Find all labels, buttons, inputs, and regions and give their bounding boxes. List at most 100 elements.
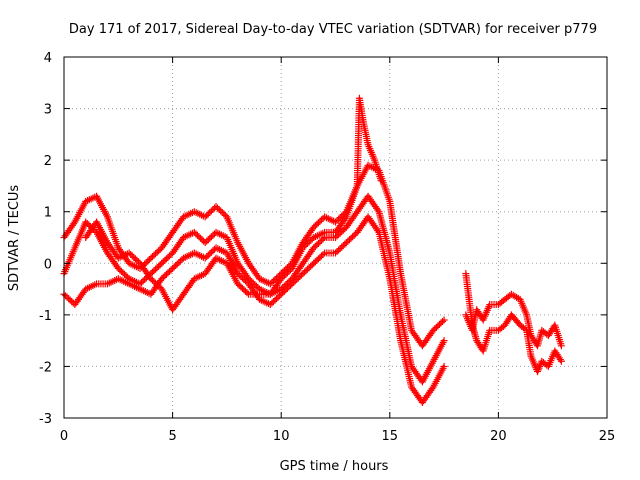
- y-tick-label: -1: [39, 309, 52, 324]
- data-point: [288, 280, 296, 288]
- data-point: [234, 280, 242, 288]
- data-point: [161, 256, 169, 264]
- data-point: [83, 220, 91, 228]
- data-point: [336, 214, 344, 222]
- data-point: [238, 274, 246, 282]
- data-point: [318, 236, 326, 244]
- data-point: [206, 208, 214, 216]
- data-point: [172, 261, 180, 269]
- data-point: [164, 253, 172, 261]
- data-point: [269, 298, 277, 306]
- data-point: [536, 362, 544, 370]
- y-tick-label: 3: [44, 103, 52, 118]
- data-point: [66, 296, 74, 304]
- data-point: [333, 247, 341, 255]
- data-point: [169, 264, 177, 272]
- data-point: [204, 251, 212, 259]
- y-tick-label: 0: [44, 257, 52, 272]
- data-point: [271, 275, 279, 283]
- data-point: [159, 273, 167, 281]
- data-point: [440, 362, 448, 370]
- data-point: [535, 364, 543, 372]
- data-point: [344, 237, 352, 245]
- data-point: [190, 228, 198, 236]
- data-point: [192, 230, 200, 238]
- data-point: [203, 237, 211, 245]
- data-point: [122, 272, 130, 280]
- data-point: [307, 262, 315, 270]
- data-point: [440, 316, 448, 324]
- y-tick-label: -3: [39, 412, 52, 427]
- data-point: [220, 210, 228, 218]
- data-point: [207, 248, 215, 256]
- data-point: [310, 223, 318, 231]
- data-point: [242, 287, 250, 295]
- data-point: [291, 277, 299, 285]
- data-point: [313, 241, 321, 249]
- data-point: [203, 211, 211, 219]
- data-point: [147, 275, 155, 283]
- data-point: [300, 242, 308, 250]
- data-point: [341, 240, 349, 248]
- data-point: [144, 257, 152, 265]
- data-point: [217, 207, 225, 215]
- data-point: [152, 265, 160, 273]
- data-point: [377, 177, 385, 185]
- x-axis-label: GPS time / hours: [280, 459, 389, 474]
- data-point: [316, 253, 324, 261]
- data-point: [313, 220, 321, 228]
- data-point: [161, 272, 169, 280]
- data-point: [170, 263, 178, 271]
- data-point: [150, 251, 158, 259]
- data-points: [60, 94, 565, 407]
- data-point: [339, 226, 347, 234]
- data-point: [193, 231, 201, 239]
- data-point: [305, 238, 313, 246]
- data-point: [280, 272, 288, 280]
- data-point: [153, 281, 161, 289]
- x-tick-label: 20: [490, 429, 507, 444]
- data-point: [293, 275, 301, 283]
- data-point: [203, 253, 211, 261]
- data-point: [153, 264, 161, 272]
- data-point: [240, 275, 248, 283]
- data-point: [218, 208, 226, 216]
- data-point: [339, 242, 347, 250]
- data-point: [350, 231, 358, 239]
- data-point: [336, 245, 344, 253]
- data-point: [304, 265, 312, 273]
- data-point: [349, 233, 357, 241]
- data-point: [215, 206, 223, 214]
- data-point: [156, 261, 164, 269]
- data-point: [439, 317, 447, 325]
- data-point: [164, 269, 172, 277]
- x-tick-label: 0: [60, 429, 68, 444]
- data-point: [204, 236, 212, 244]
- data-point: [434, 322, 442, 330]
- y-tick-label: 1: [44, 206, 52, 221]
- data-point: [342, 239, 350, 247]
- data-point: [297, 271, 305, 279]
- data-point: [299, 270, 307, 278]
- data-point: [114, 264, 122, 272]
- data-point: [277, 290, 285, 298]
- data-point: [133, 256, 141, 264]
- data-point: [207, 207, 215, 215]
- x-tick-label: 25: [599, 429, 616, 444]
- data-point: [70, 220, 78, 228]
- data-point: [147, 254, 155, 262]
- data-point: [307, 236, 315, 244]
- data-point: [266, 280, 274, 288]
- plot-frame: [63, 56, 608, 419]
- data-point: [116, 266, 124, 274]
- data-point: [201, 213, 209, 221]
- data-point: [347, 234, 355, 242]
- data-point: [335, 215, 343, 223]
- data-point: [237, 283, 245, 291]
- data-point: [155, 247, 163, 255]
- data-point: [204, 210, 212, 218]
- data-point: [167, 266, 175, 274]
- data-point: [276, 292, 284, 300]
- data-point: [175, 259, 183, 267]
- data-point: [121, 270, 129, 278]
